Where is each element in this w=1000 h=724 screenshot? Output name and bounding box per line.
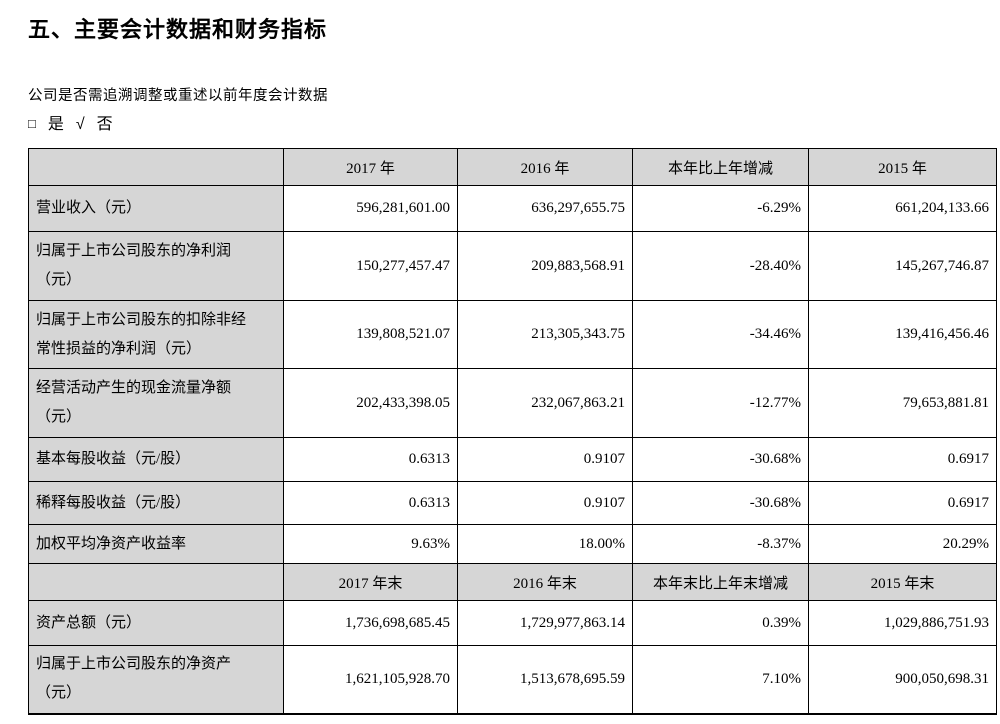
- col-header-2016: 2016 年: [457, 148, 633, 186]
- value-2015: 145,267,746.87: [808, 231, 997, 301]
- value-yoy-change: -28.40%: [632, 231, 809, 301]
- value-2017-end: 1,621,105,928.70: [283, 645, 458, 714]
- value-yoy-change: -6.29%: [632, 185, 809, 232]
- col-header-2017: 2017 年: [283, 148, 458, 186]
- value-2017: 139,808,521.07: [283, 300, 458, 369]
- value-2015-end: 1,029,886,751.93: [808, 600, 997, 646]
- table-row-total-assets: 资产总额（元） 1,736,698,685.45 1,729,977,863.1…: [28, 600, 997, 646]
- value-yoy-change: -30.68%: [632, 437, 809, 482]
- col-header-yearend-change: 本年末比上年末增减: [632, 563, 809, 601]
- corner-cell: [28, 148, 284, 186]
- table-row-net-profit-excl-nonrecurring: 归属于上市公司股东的扣除非经 常性损益的净利润（元） 139,808,521.0…: [28, 300, 997, 369]
- col-header-yoy-change: 本年比上年增减: [632, 148, 809, 186]
- row-label: 基本每股收益（元/股）: [28, 437, 284, 482]
- value-2016: 0.9107: [457, 437, 633, 482]
- table-row-operating-cash-flow: 经营活动产生的现金流量净额 （元） 202,433,398.05 232,067…: [28, 368, 997, 438]
- check-mark-icon: √: [75, 116, 85, 133]
- annual-header-row: 2017 年 2016 年 本年比上年增减 2015 年: [28, 148, 997, 186]
- yearend-header-row: 2017 年末 2016 年末 本年末比上年末增减 2015 年末: [28, 563, 997, 601]
- value-2017: 0.6313: [283, 437, 458, 482]
- value-2015: 661,204,133.66: [808, 185, 997, 232]
- value-2015: 139,416,456.46: [808, 300, 997, 369]
- value-2016: 18.00%: [457, 524, 633, 564]
- checkbox-unchecked-icon: □: [28, 116, 36, 131]
- value-2016: 0.9107: [457, 481, 633, 525]
- table-row-weighted-avg-roe: 加权平均净资产收益率 9.63% 18.00% -8.37% 20.29%: [28, 524, 997, 564]
- value-2016: 209,883,568.91: [457, 231, 633, 301]
- value-yoy-change: -34.46%: [632, 300, 809, 369]
- value-2017: 596,281,601.00: [283, 185, 458, 232]
- value-yoy-change: -8.37%: [632, 524, 809, 564]
- value-2017: 9.63%: [283, 524, 458, 564]
- col-header-2017-end: 2017 年末: [283, 563, 458, 601]
- restatement-answer: □ 是 √ 否: [28, 110, 125, 134]
- value-yearend-change: 7.10%: [632, 645, 809, 714]
- value-yoy-change: -12.77%: [632, 368, 809, 438]
- row-label: 归属于上市公司股东的扣除非经 常性损益的净利润（元）: [28, 300, 284, 369]
- corner-cell: [28, 563, 284, 601]
- col-header-2016-end: 2016 年末: [457, 563, 633, 601]
- financial-indicators-table: 2017 年 2016 年 本年比上年增减 2015 年 营业收入（元） 596…: [28, 148, 997, 715]
- value-2015-end: 900,050,698.31: [808, 645, 997, 714]
- table-row-operating-revenue: 营业收入（元） 596,281,601.00 636,297,655.75 -6…: [28, 185, 997, 232]
- value-2015: 20.29%: [808, 524, 997, 564]
- no-label: 否: [96, 116, 113, 133]
- value-2016: 636,297,655.75: [457, 185, 633, 232]
- value-yearend-change: 0.39%: [632, 600, 809, 646]
- col-header-2015-end: 2015 年末: [808, 563, 997, 601]
- value-yoy-change: -30.68%: [632, 481, 809, 525]
- row-label: 营业收入（元）: [28, 185, 284, 232]
- value-2017-end: 1,736,698,685.45: [283, 600, 458, 646]
- value-2016-end: 1,513,678,695.59: [457, 645, 633, 714]
- table-row-basic-eps: 基本每股收益（元/股） 0.6313 0.9107 -30.68% 0.6917: [28, 437, 997, 482]
- value-2017: 0.6313: [283, 481, 458, 525]
- value-2017: 202,433,398.05: [283, 368, 458, 438]
- value-2016-end: 1,729,977,863.14: [457, 600, 633, 646]
- row-label: 稀释每股收益（元/股）: [28, 481, 284, 525]
- page-title: 五、主要会计数据和财务指标: [28, 17, 328, 42]
- row-label: 归属于上市公司股东的净利润 （元）: [28, 231, 284, 301]
- value-2017: 150,277,457.47: [283, 231, 458, 301]
- value-2015: 0.6917: [808, 481, 997, 525]
- row-label: 加权平均净资产收益率: [28, 524, 284, 564]
- value-2016: 232,067,863.21: [457, 368, 633, 438]
- value-2016: 213,305,343.75: [457, 300, 633, 369]
- col-header-2015: 2015 年: [808, 148, 997, 186]
- restatement-question: 公司是否需追溯调整或重述以前年度会计数据: [28, 88, 328, 104]
- table-row-diluted-eps: 稀释每股收益（元/股） 0.6313 0.9107 -30.68% 0.6917: [28, 481, 997, 525]
- row-label: 归属于上市公司股东的净资产 （元）: [28, 645, 284, 714]
- table-row-net-profit: 归属于上市公司股东的净利润 （元） 150,277,457.47 209,883…: [28, 231, 997, 301]
- yes-label: 是: [47, 116, 64, 133]
- row-label: 经营活动产生的现金流量净额 （元）: [28, 368, 284, 438]
- value-2015: 0.6917: [808, 437, 997, 482]
- value-2015: 79,653,881.81: [808, 368, 997, 438]
- table-row-net-assets: 归属于上市公司股东的净资产 （元） 1,621,105,928.70 1,513…: [28, 645, 997, 714]
- row-label: 资产总额（元）: [28, 600, 284, 646]
